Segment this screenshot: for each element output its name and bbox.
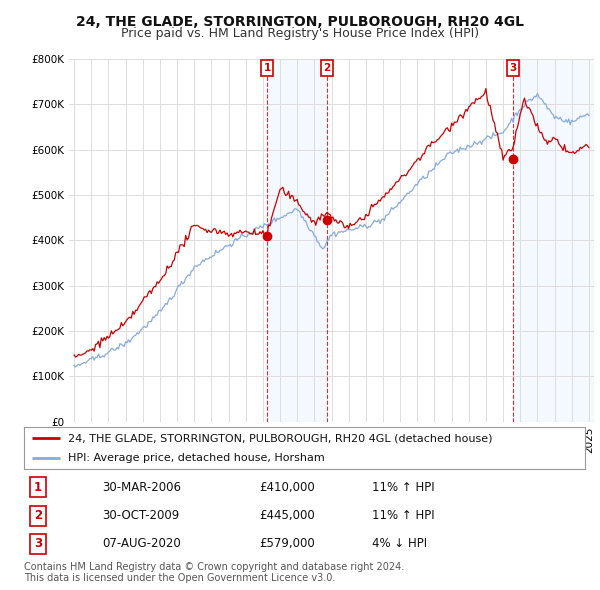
Text: 3: 3 (509, 63, 517, 73)
Text: Contains HM Land Registry data © Crown copyright and database right 2024.
This d: Contains HM Land Registry data © Crown c… (24, 562, 404, 584)
Text: HPI: Average price, detached house, Horsham: HPI: Average price, detached house, Hors… (68, 454, 325, 463)
Text: 2: 2 (34, 509, 42, 522)
Text: 07-AUG-2020: 07-AUG-2020 (103, 537, 181, 550)
Text: 2: 2 (323, 63, 331, 73)
Text: 24, THE GLADE, STORRINGTON, PULBOROUGH, RH20 4GL (detached house): 24, THE GLADE, STORRINGTON, PULBOROUGH, … (68, 434, 492, 444)
Text: 1: 1 (263, 63, 271, 73)
Text: 30-MAR-2006: 30-MAR-2006 (103, 481, 182, 494)
Text: 11% ↑ HPI: 11% ↑ HPI (372, 481, 434, 494)
Text: £445,000: £445,000 (260, 509, 316, 522)
Text: Price paid vs. HM Land Registry's House Price Index (HPI): Price paid vs. HM Land Registry's House … (121, 27, 479, 40)
Text: 3: 3 (34, 537, 42, 550)
Text: 1: 1 (34, 481, 42, 494)
Text: £410,000: £410,000 (260, 481, 316, 494)
Text: 24, THE GLADE, STORRINGTON, PULBOROUGH, RH20 4GL: 24, THE GLADE, STORRINGTON, PULBOROUGH, … (76, 15, 524, 29)
Bar (267, 59, 327, 422)
Text: 11% ↑ HPI: 11% ↑ HPI (372, 509, 434, 522)
Bar (513, 59, 594, 422)
Text: £579,000: £579,000 (260, 537, 316, 550)
Text: 4% ↓ HPI: 4% ↓ HPI (372, 537, 427, 550)
Text: 30-OCT-2009: 30-OCT-2009 (103, 509, 180, 522)
